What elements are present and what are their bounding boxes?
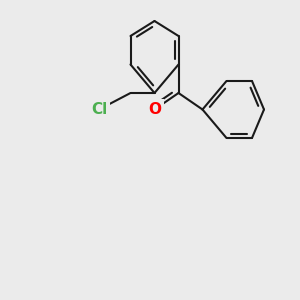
Text: O: O (148, 102, 161, 117)
Text: Cl: Cl (91, 102, 107, 117)
